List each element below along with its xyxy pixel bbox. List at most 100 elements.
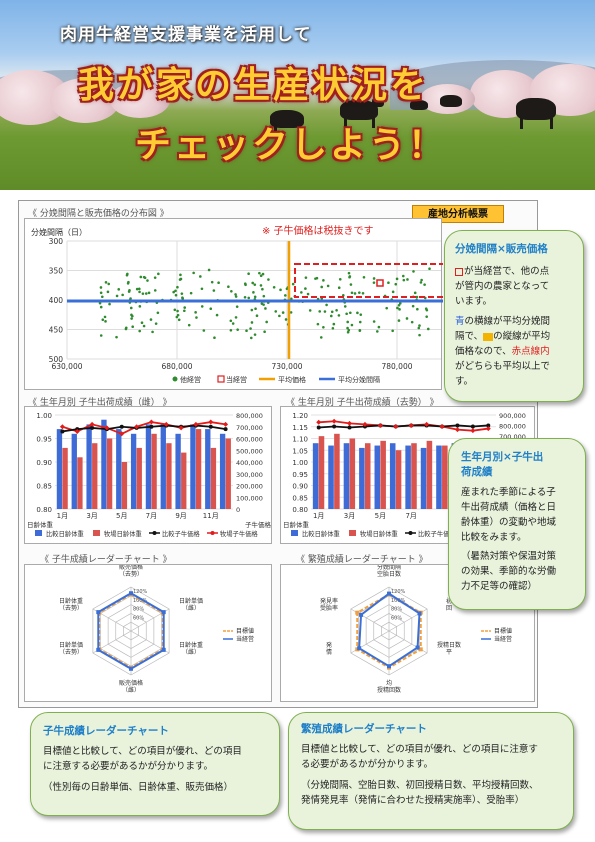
- scatter-point: [306, 292, 310, 296]
- bar-xtick: 7月: [146, 512, 157, 520]
- bar-farm-weight: [121, 462, 128, 509]
- scatter-point: [130, 317, 133, 320]
- tax-note: ※ 子牛価格は税抜きです: [262, 226, 374, 237]
- bar-xtick: 1月: [57, 512, 68, 520]
- bar-compare-weight: [436, 445, 442, 509]
- scatter-point: [358, 329, 362, 332]
- scatter-point: [249, 336, 253, 340]
- radar-axis-label: 日齢単価: [179, 597, 203, 605]
- bar-legend-point: [408, 531, 413, 535]
- scatter-point: [255, 314, 259, 317]
- scatter-point: [117, 288, 121, 291]
- scatter-point: [124, 326, 128, 330]
- scatter-point: [99, 286, 103, 289]
- scatter-point: [304, 287, 307, 290]
- scatter-point: [377, 325, 381, 329]
- scatter-point: [346, 326, 349, 330]
- scatter-point: [387, 281, 390, 284]
- scatter-point: [227, 285, 230, 289]
- scatter-point: [259, 274, 263, 278]
- radar-axis-label: 日齢体重: [59, 597, 83, 605]
- point-farm-price: [454, 427, 460, 433]
- scatter-point: [372, 320, 376, 323]
- scatter-point: [230, 290, 233, 293]
- scatter-point: [398, 308, 401, 311]
- point-farm-price: [148, 419, 154, 425]
- bar-ytick-left: 1.00: [36, 412, 52, 420]
- point-farm-price: [408, 422, 414, 428]
- scatter-point: [262, 294, 266, 298]
- scatter-point: [179, 273, 182, 277]
- scatter-point: [144, 292, 148, 295]
- scatter-point: [229, 319, 233, 323]
- radar-legend-label: 目標値: [494, 627, 512, 635]
- scatter-ylabel: 分娩間隔（日）: [31, 227, 87, 237]
- bar-compare-weight: [71, 433, 77, 509]
- scatter-point: [358, 320, 362, 324]
- bar-female-panel: 1.00 0.95 0.90 0.85 0.80 800,000 700,000 600,00…: [24, 406, 272, 544]
- callout-scatter: 分娩間隔×販売価格 が当経営で、他の点 が管内の農家となって います。 青の横線…: [444, 230, 584, 402]
- radar-axis-label: （去勢）: [59, 604, 83, 612]
- scatter-point: [99, 334, 103, 337]
- scatter-point: [350, 291, 354, 295]
- bar-ytick-left: 0.95: [36, 436, 52, 444]
- scatter-point: [129, 306, 133, 310]
- scatter-point: [316, 322, 320, 326]
- scatter-point: [331, 326, 335, 330]
- scatter-point: [263, 330, 266, 334]
- radar-target-point: [355, 610, 360, 615]
- bar-ytick-right: 400,000: [236, 459, 263, 467]
- scatter-point: [258, 271, 261, 275]
- bar-farm-weight: [106, 438, 113, 509]
- scatter-point: [195, 316, 198, 319]
- scatter-point: [391, 290, 395, 294]
- bar-compare-weight: [101, 419, 107, 509]
- scatter-point: [215, 313, 219, 317]
- scatter-point: [358, 291, 361, 294]
- scatter-point: [415, 295, 419, 299]
- callout-scatter-heading: 分娩間隔×販売価格: [455, 243, 548, 255]
- bar-castrated-section-title: 《 生年月別 子牛出荷成績（去勢） 》: [286, 398, 439, 408]
- radar-ring-label: 100%: [133, 598, 148, 604]
- scatter-point: [176, 285, 179, 289]
- radar-legend-label: 当経営: [494, 635, 512, 643]
- radar-farm-point: [161, 610, 166, 615]
- bar-farm-weight: [166, 443, 172, 509]
- scatter-point: [264, 307, 267, 310]
- radar-breeding-section-title: 《 繁殖成績レーダーチャート 》: [296, 555, 428, 565]
- bar-ytick-left: 0.90: [36, 459, 52, 467]
- scatter-point: [175, 315, 179, 319]
- scatter-point: [253, 333, 257, 336]
- radar-axis-label: 情: [326, 648, 332, 656]
- scatter-point: [249, 327, 252, 330]
- bar-ytick-right: 600,000: [236, 436, 263, 444]
- scatter-point: [300, 291, 303, 294]
- point-farm-price: [208, 419, 214, 425]
- scatter-point: [405, 317, 409, 320]
- line-compare-price: [62, 424, 226, 433]
- scatter-point: [243, 295, 247, 299]
- scatter-point: [157, 272, 160, 276]
- bar-farm-weight: [92, 443, 98, 509]
- point-farm-price: [178, 425, 184, 431]
- scatter-point: [199, 275, 202, 278]
- bar-xtick: 3月: [86, 512, 97, 520]
- callout-bar-heading: 生年月別×子牛出 荷成績: [461, 451, 544, 478]
- radar-ring-label: 80%: [133, 607, 144, 613]
- scatter-point: [217, 281, 220, 285]
- scatter-point: [212, 289, 216, 292]
- bar-ytick-left: 1.15: [292, 424, 308, 432]
- scatter-point: [180, 292, 184, 295]
- scatter-point: [147, 291, 151, 295]
- scatter-point: [335, 309, 338, 312]
- scatter-point: [338, 277, 342, 281]
- radar-axis-label: 日齢単価: [59, 641, 83, 649]
- point-farm-price: [119, 431, 125, 437]
- bar-compare-weight: [343, 443, 350, 509]
- point-compare-price: [332, 424, 337, 429]
- bar-farm-weight: [195, 429, 202, 509]
- radar-farm-point: [415, 645, 420, 650]
- radar-axis-label: 授精回数: [377, 686, 401, 694]
- scatter-point: [183, 309, 186, 313]
- scatter-point: [101, 295, 104, 299]
